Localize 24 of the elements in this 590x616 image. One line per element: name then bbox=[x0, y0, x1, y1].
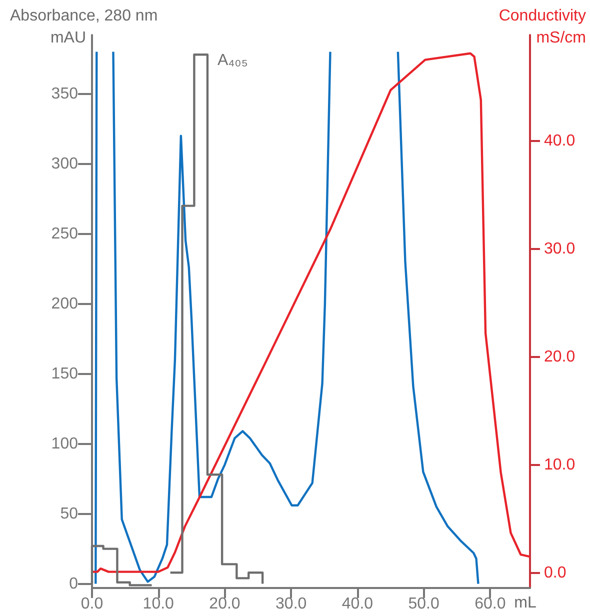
x-tick-label: 10.0 bbox=[142, 596, 174, 612]
y2-tick-label: 40.0 bbox=[544, 132, 576, 150]
x-tick-label: 40.0 bbox=[342, 596, 374, 612]
y-tick-label: 200 bbox=[51, 295, 78, 312]
series-label: A₄₀₅ bbox=[217, 52, 248, 70]
y2-tick-label: 30.0 bbox=[544, 240, 576, 258]
y2-tick-label: 0.0 bbox=[544, 564, 566, 582]
y-tick-label: 50 bbox=[60, 505, 78, 522]
x-tick-label: 60.0 bbox=[474, 596, 506, 612]
y-tick-label: 300 bbox=[51, 155, 78, 172]
y-tick-label: 250 bbox=[51, 225, 78, 242]
y-tick-label: 150 bbox=[51, 365, 78, 382]
x-axis-title: mL bbox=[514, 594, 537, 612]
x-tick-label: 20.0 bbox=[209, 596, 240, 612]
y-tick-label: 100 bbox=[51, 435, 78, 452]
y2-axis-title: Conductivity mS/cm bbox=[498, 8, 586, 46]
y2-tick-label: 20.0 bbox=[544, 348, 576, 366]
y-tick-label: 350 bbox=[51, 85, 78, 102]
y-tick-label: 0 bbox=[69, 575, 78, 592]
x-tick-label: 50.0 bbox=[408, 596, 440, 612]
y-axis-title: Absorbance, 280 nm mAU bbox=[10, 8, 158, 46]
x-tick-label: 0.0 bbox=[80, 596, 104, 612]
x-tick-label: 30.0 bbox=[276, 596, 307, 612]
y2-tick-label: 10.0 bbox=[544, 456, 576, 474]
